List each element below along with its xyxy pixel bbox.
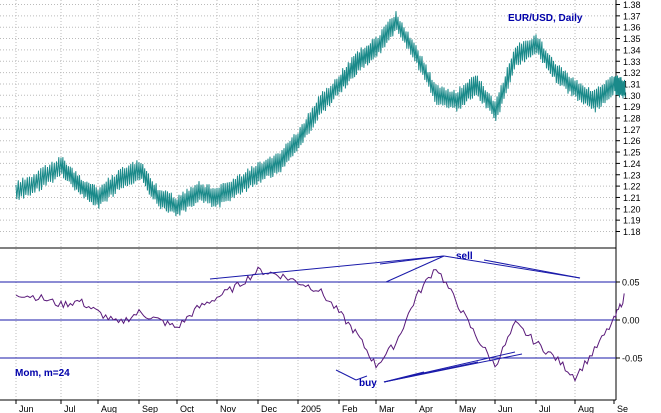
price-tick-label: 1.26 [623,136,641,146]
price-tick-label: 1.36 [623,23,641,33]
sell-pointer-line [209,255,445,280]
x-tick-label: Se [617,404,628,413]
momentum-chart-title: Mom, m=24 [15,368,70,379]
x-tick-label: Aug [101,404,117,413]
x-tick-label: Jul [539,404,551,413]
buy-pointer-line [383,351,516,383]
price-tick-label: 1.25 [623,148,641,158]
sell-pointer-line [483,259,581,279]
price-chart-title: EUR/USD, Daily [508,13,583,24]
x-tick-label: Aug [578,404,594,413]
x-tick-label: May [459,404,477,413]
sell-pointer-line [379,255,445,265]
price-tick-label: 1.24 [623,159,641,169]
buy-pointer-line [355,375,368,381]
x-tick-label: Feb [342,404,358,413]
price-tick-label: 1.19 [623,216,641,226]
x-tick-label: Apr [419,404,433,413]
price-tick-label: 1.34 [623,45,641,55]
buy-annotation: buy [359,378,377,389]
momentum-series-line [15,266,625,383]
buy-pointer-line [335,369,357,381]
price-tick-label: 1.29 [623,102,641,112]
x-tick-label: Mar [379,404,395,413]
price-tick-label: 1.27 [623,125,641,135]
price-tick-label: 1.18 [623,227,641,237]
x-tick-label: Jun [498,404,513,413]
price-tick-label: 1.22 [623,182,641,192]
momentum-tick-label: -0.05 [622,354,643,364]
x-tick-label: Jul [64,404,76,413]
buy-pointer-line [383,353,523,383]
price-tick-label: 1.33 [623,57,641,67]
x-tick-label: Jun [19,404,34,413]
momentum-tick-label: 0.05 [622,278,640,288]
price-tick-label: 1.35 [623,34,641,44]
x-tick-label: Dec [261,404,278,413]
price-tick-label: 1.21 [623,193,641,203]
x-tick-label: Oct [180,404,195,413]
price-tick-label: 1.38 [623,0,641,10]
price-tick-label: 1.23 [623,170,641,180]
price-tick-label: 1.20 [623,204,641,214]
x-tick-label: Sep [142,404,158,413]
x-tick-label: Nov [220,404,237,413]
price-tick-label: 1.32 [623,68,641,78]
price-series-line [15,11,626,217]
sell-pointer-line [443,255,581,279]
sell-pointer-line [385,255,445,283]
momentum-tick-label: 0.00 [622,316,640,326]
price-tick-label: 1.28 [623,114,641,124]
sell-annotation: sell [456,251,473,262]
price-tick-label: 1.30 [623,91,641,101]
price-tick-label: 1.31 [623,79,641,89]
x-tick-label: 2005 [301,404,321,413]
price-tick-label: 1.37 [623,11,641,21]
